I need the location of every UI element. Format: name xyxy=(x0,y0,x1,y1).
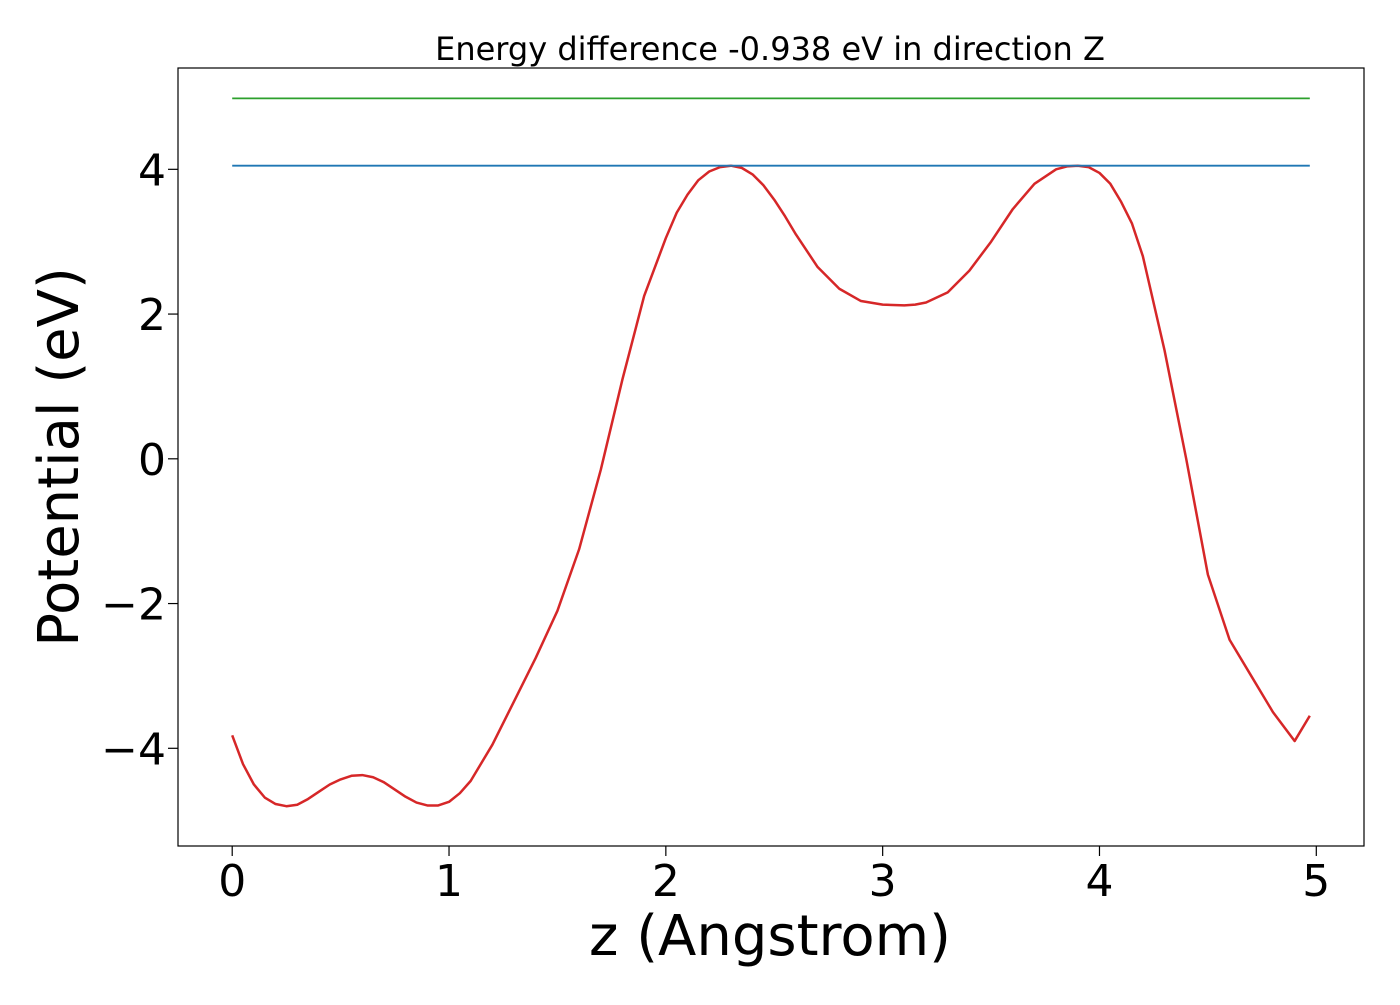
x-tick-label: 4 xyxy=(1085,856,1113,907)
y-tick-label: 0 xyxy=(138,435,166,486)
plot-area-frame xyxy=(177,67,1365,847)
x-tick-label: 2 xyxy=(652,856,680,907)
x-tick-label: 3 xyxy=(869,856,897,907)
y-tick-label: 4 xyxy=(138,145,166,196)
x-axis-label: z (Angstrom) xyxy=(589,904,951,969)
potential-curve-line xyxy=(231,164,1311,808)
y-tick-label: −2 xyxy=(101,580,166,631)
x-tick-label: 1 xyxy=(435,856,463,907)
series-layer xyxy=(231,97,1311,808)
x-tick-label: 0 xyxy=(218,856,246,907)
y-tick-label: −4 xyxy=(101,724,166,775)
x-tick-label: 5 xyxy=(1302,856,1330,907)
chart-title: Energy difference -0.938 eV in direction… xyxy=(435,30,1105,68)
y-axis-ticks: −4 −2 0 2 4 xyxy=(101,145,178,775)
x-axis-ticks: 0 1 2 3 4 5 xyxy=(218,846,1330,907)
y-tick-label: 2 xyxy=(138,290,166,341)
y-axis-label: Potential (eV) xyxy=(27,267,92,647)
